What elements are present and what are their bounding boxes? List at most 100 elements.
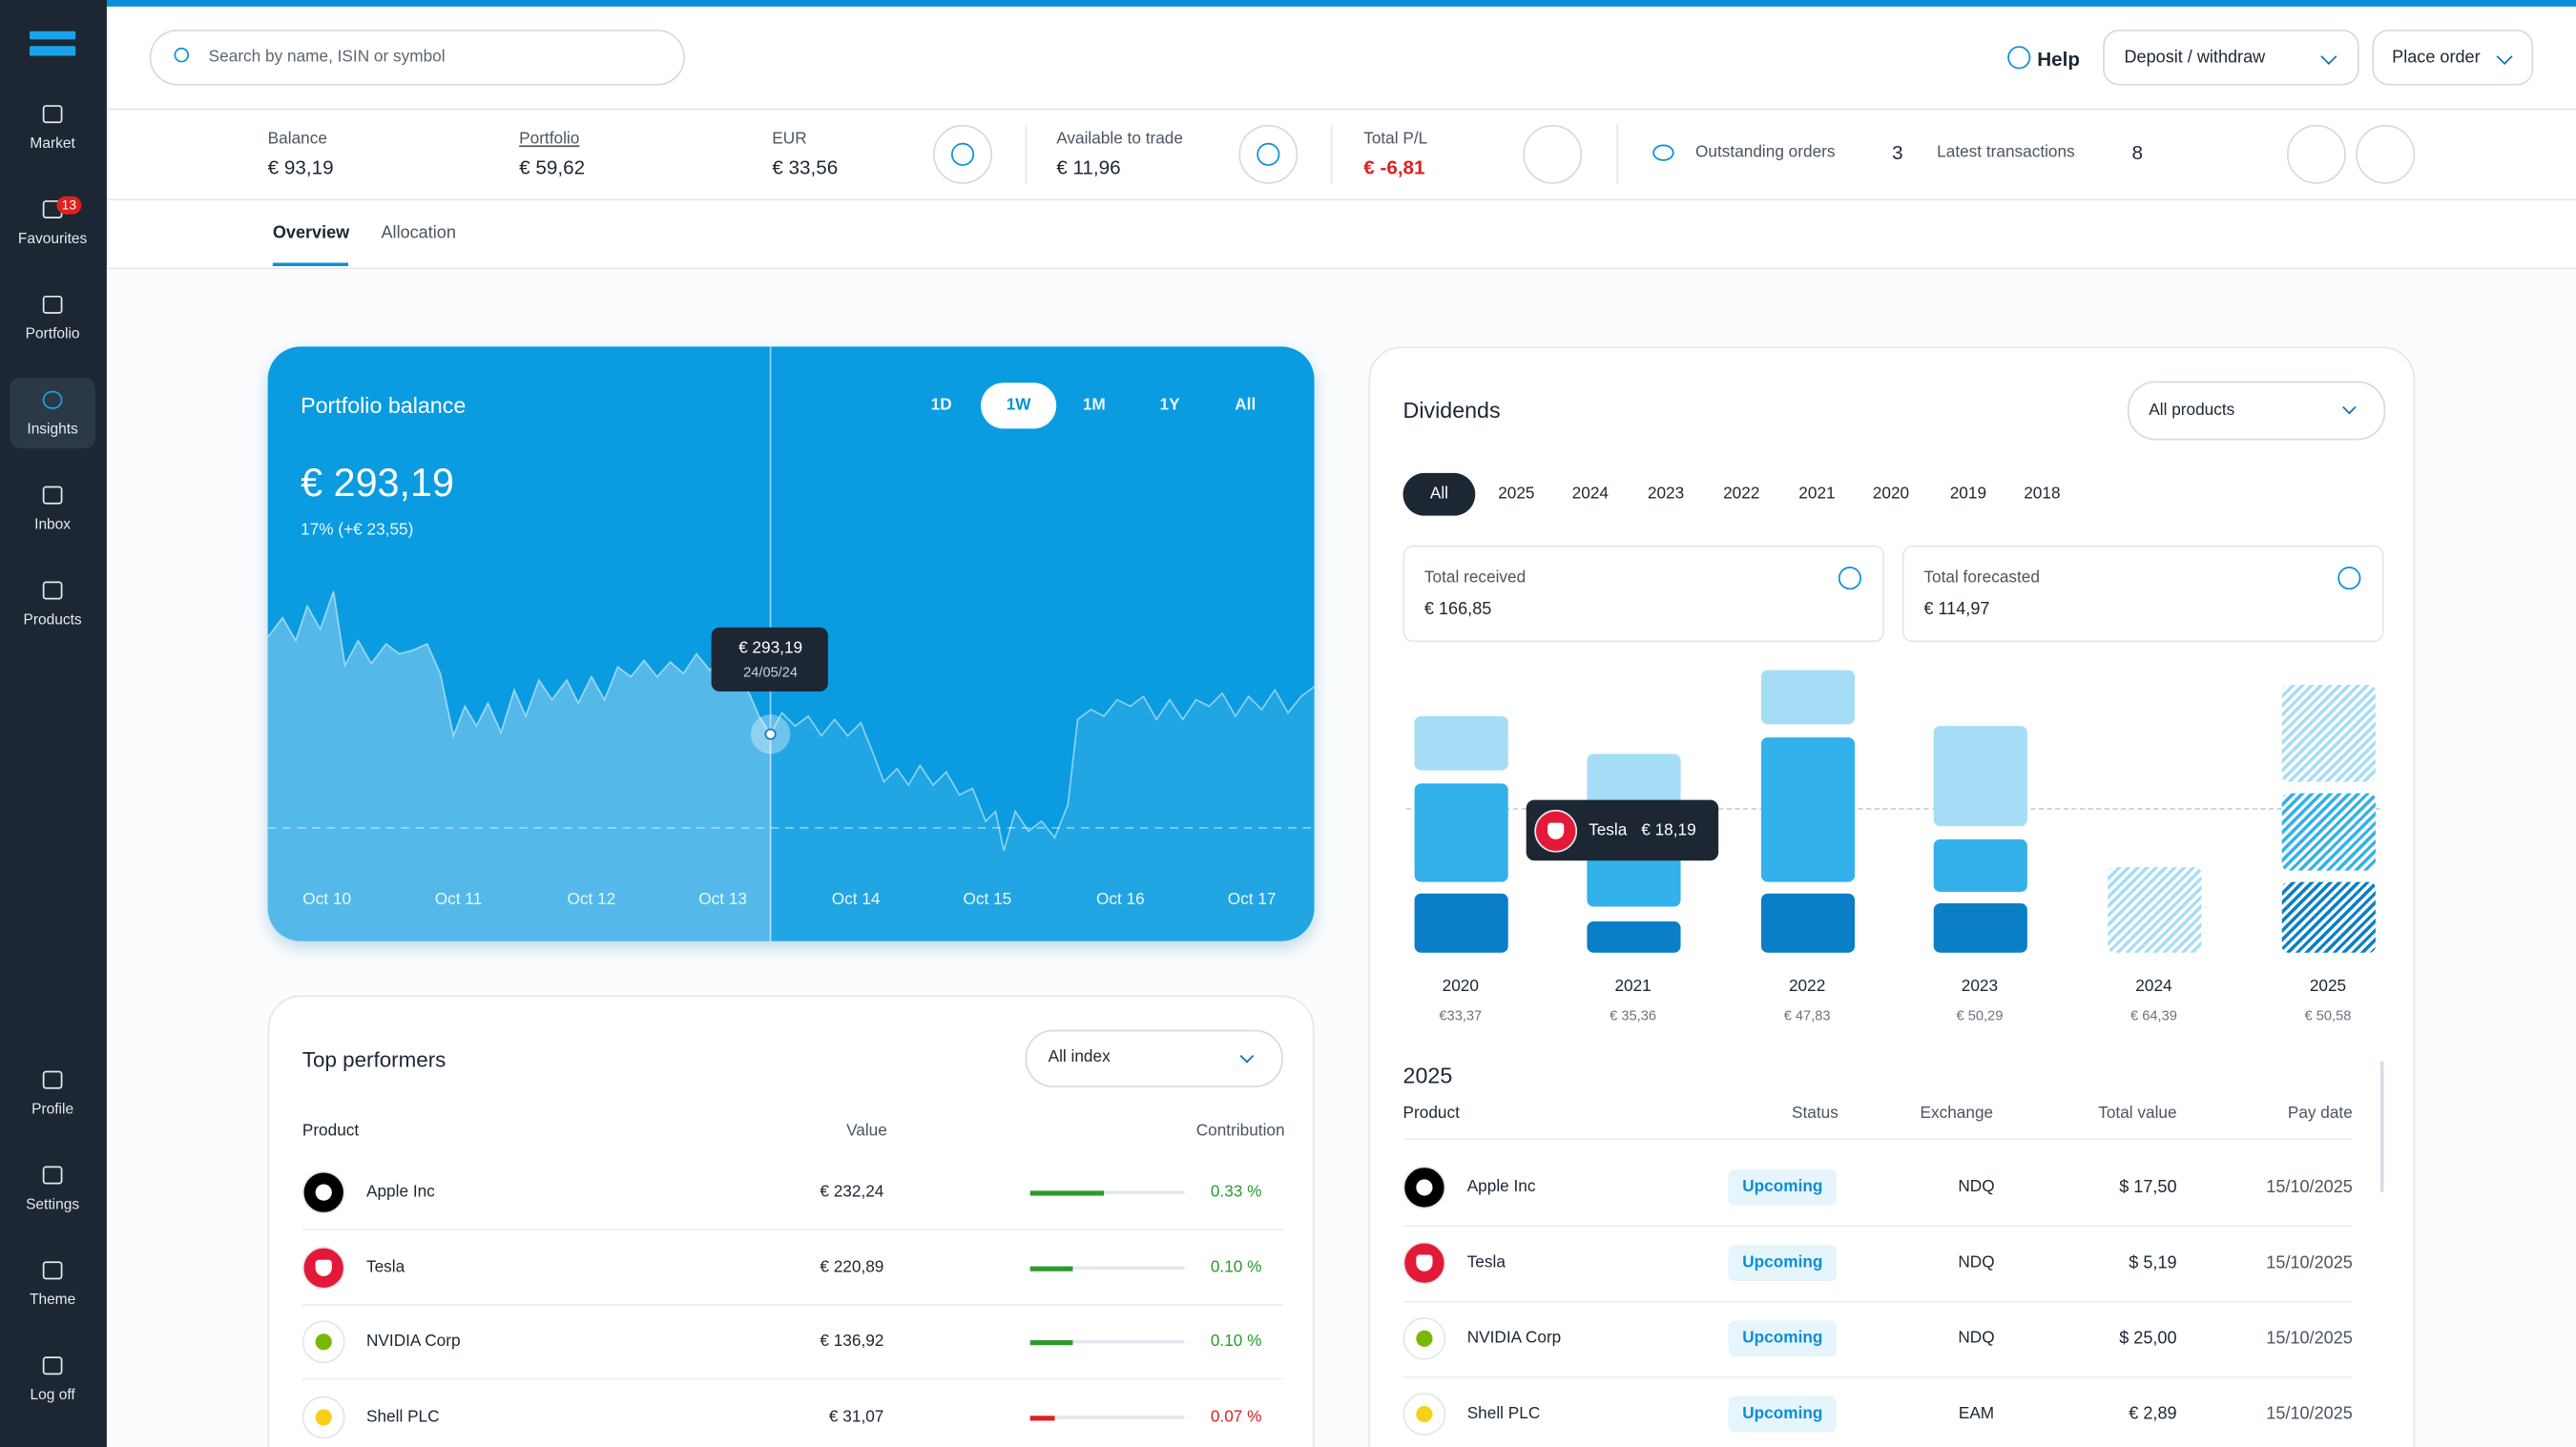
summary-label[interactable]: Portfolio: [519, 130, 580, 149]
logo-mark: [315, 1259, 332, 1276]
year-filter[interactable]: 2024: [1571, 485, 1609, 504]
logo-mark: [315, 1409, 332, 1426]
bar-segment[interactable]: [1413, 715, 1507, 771]
bar-year: 2022: [1788, 978, 1826, 997]
product-name[interactable]: Apple Inc: [1466, 1178, 1536, 1197]
dropdown-label[interactable]: All index: [1048, 1048, 1111, 1067]
summary-label: EUR: [772, 130, 807, 149]
bar-segment[interactable]: [1413, 783, 1507, 882]
product-value: € 136,92: [820, 1333, 884, 1352]
contribution: 0.10 %: [1210, 1333, 1262, 1352]
nav-label[interactable]: Inbox: [34, 515, 72, 532]
bar-segment[interactable]: [1932, 903, 2027, 953]
product-name[interactable]: Apple Inc: [365, 1183, 435, 1202]
year-filter[interactable]: 2023: [1647, 485, 1685, 504]
pay-date: 15/10/2025: [2266, 1177, 2353, 1198]
range-button[interactable]: 1D: [930, 396, 952, 415]
bar-segment[interactable]: [1760, 670, 1855, 725]
help-link[interactable]: Help: [2037, 47, 2081, 72]
year-filter[interactable]: 2018: [2024, 485, 2061, 504]
summary-value: € 11,96: [1056, 155, 1121, 179]
range-button[interactable]: 1M: [1082, 396, 1106, 415]
round-button[interactable]: [2356, 124, 2416, 184]
column-header: Pay date: [2287, 1104, 2353, 1123]
nav-label[interactable]: Favourites: [17, 230, 88, 247]
pay-date: 15/10/2025: [2266, 1404, 2353, 1424]
bar-segment[interactable]: [1586, 920, 1680, 953]
year-filter[interactable]: 2022: [1723, 485, 1760, 504]
dropdown[interactable]: [1025, 1029, 1283, 1087]
product-name[interactable]: Tesla: [365, 1258, 405, 1277]
product-name[interactable]: Tesla: [1466, 1253, 1506, 1272]
bar-segment[interactable]: [2107, 867, 2201, 953]
bar-year: 2025: [2309, 978, 2347, 997]
summary-count: 8: [2131, 141, 2144, 165]
deposit-button[interactable]: [2103, 29, 2359, 86]
bar-segment[interactable]: [2280, 685, 2376, 782]
bar-segment[interactable]: [1760, 893, 1855, 953]
pay-date: 15/10/2025: [2266, 1329, 2353, 1349]
nav-label[interactable]: Log off: [30, 1386, 75, 1403]
product-name[interactable]: Shell PLC: [1466, 1405, 1541, 1424]
tab[interactable]: Allocation: [381, 223, 456, 243]
nav-icon: [42, 486, 63, 505]
contribution: 0.33 %: [1210, 1183, 1262, 1202]
bar-segment[interactable]: [2280, 881, 2376, 953]
row-divider: [301, 1228, 1283, 1230]
round-button[interactable]: [2286, 124, 2346, 184]
dropdown-label[interactable]: All products: [2149, 402, 2235, 420]
nav-label[interactable]: Portfolio: [25, 324, 80, 342]
dropdown[interactable]: [2127, 381, 2386, 441]
divider: [1330, 124, 1333, 184]
year-filter[interactable]: All: [1429, 485, 1448, 504]
logo-shell: [301, 1395, 345, 1439]
nav-label[interactable]: Products: [23, 610, 82, 628]
column-header: Product: [1402, 1104, 1460, 1123]
status-pill: [1728, 1395, 1838, 1433]
range-button[interactable]: 1W: [1006, 396, 1031, 415]
range-button[interactable]: 1Y: [1159, 396, 1180, 415]
year-filter[interactable]: 2020: [1872, 485, 1910, 504]
year-pill[interactable]: [1402, 472, 1476, 516]
row-divider: [1402, 1375, 2353, 1378]
row-divider: [301, 1377, 1283, 1380]
round-button[interactable]: [1523, 124, 1583, 184]
round-button[interactable]: [933, 124, 993, 184]
total-label: Total forecasted: [1923, 568, 2040, 588]
year-filter[interactable]: 2019: [1949, 485, 1987, 504]
range-pill[interactable]: [980, 382, 1057, 429]
nav-icon: [42, 1356, 63, 1375]
nav-label[interactable]: Settings: [26, 1195, 80, 1212]
bar-segment[interactable]: [1760, 737, 1855, 882]
nav-label[interactable]: Insights: [27, 420, 78, 438]
product-name[interactable]: NVIDIA Corp: [1466, 1329, 1562, 1348]
nav-icon: [42, 1166, 63, 1185]
round-button[interactable]: [1238, 124, 1298, 184]
nav-icon: [42, 581, 63, 600]
nav-label[interactable]: Market: [30, 134, 75, 152]
progress-fill: [1029, 1265, 1073, 1271]
bar-segment[interactable]: [1932, 726, 2027, 827]
place-order-button[interactable]: [2372, 29, 2534, 86]
logo-tesla: [1534, 809, 1578, 853]
tab[interactable]: Overview: [272, 223, 350, 243]
product-name[interactable]: Shell PLC: [365, 1408, 440, 1427]
row-divider: [1402, 1138, 2353, 1141]
total-value: $ 5,19: [2129, 1252, 2177, 1273]
nav-label[interactable]: Theme: [29, 1291, 76, 1308]
logo-tesla: [1402, 1241, 1446, 1285]
total-value: € 166,85: [1423, 599, 1492, 620]
pay-date: 15/10/2025: [2266, 1252, 2353, 1273]
bar-segment[interactable]: [2280, 793, 2376, 871]
year-filter[interactable]: 2025: [1498, 485, 1535, 504]
range-button[interactable]: All: [1235, 396, 1257, 415]
year-filter[interactable]: 2021: [1798, 485, 1836, 504]
average-line: [1405, 808, 2381, 810]
progress-track: [1029, 1190, 1185, 1194]
bar-segment[interactable]: [1413, 893, 1507, 953]
search-box[interactable]: [149, 29, 686, 86]
product-name[interactable]: NVIDIA Corp: [365, 1333, 461, 1352]
bar-segment[interactable]: [1932, 838, 2027, 892]
nav-label[interactable]: Profile: [31, 1100, 74, 1117]
